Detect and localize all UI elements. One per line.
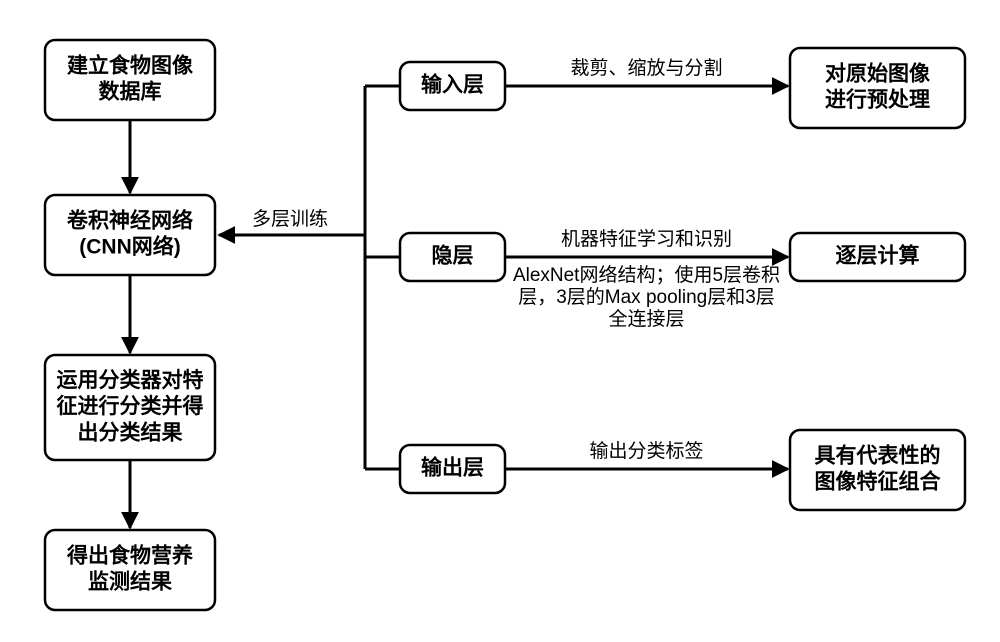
arrow-sublabel-hidden-1: 层，3层的Max pooling层和3层 bbox=[518, 286, 775, 308]
arrow-label-input: 裁剪、缩放与分割 bbox=[570, 57, 722, 79]
node-features-label: 具有代表性的 bbox=[815, 443, 941, 467]
arrow-sublabel-hidden-0: AlexNet网络结构；使用5层卷积 bbox=[513, 264, 780, 286]
node-result-label: 监测结果 bbox=[88, 570, 172, 594]
node-output-label: 输出层 bbox=[421, 456, 484, 480]
arrow-label-output: 输出分类标签 bbox=[589, 440, 703, 462]
node-classify-label: 征进行分类并得 bbox=[57, 394, 204, 418]
node-db-label: 数据库 bbox=[99, 80, 162, 104]
node-input-label: 输入层 bbox=[421, 73, 484, 97]
arrow-label-hidden: 机器特征学习和识别 bbox=[561, 228, 732, 250]
node-cnn-label: (CNN网络) bbox=[79, 235, 180, 259]
node-layercalc-label: 逐层计算 bbox=[836, 244, 920, 268]
tree-label: 多层训练 bbox=[252, 208, 328, 230]
arrow-sublabel-hidden-2: 全连接层 bbox=[608, 308, 684, 330]
node-preproc-label: 进行预处理 bbox=[825, 88, 930, 112]
node-hidden-label: 隐层 bbox=[432, 245, 474, 268]
node-db-label: 建立食物图像 bbox=[67, 53, 194, 77]
node-preproc-label: 对原始图像 bbox=[825, 61, 931, 85]
node-features-label: 图像特征组合 bbox=[815, 470, 942, 494]
flowchart-diagram: 建立食物图像数据库卷积神经网络 (CNN网络) 运用分类器对特征进行分类并得出分类结… bbox=[0, 0, 1000, 642]
node-classify-label: 出分类结果 bbox=[78, 421, 183, 444]
node-classify-label: 运用分类器对特 bbox=[57, 368, 204, 392]
node-result-label: 得出食物营养 bbox=[66, 543, 193, 567]
node-cnn-label: 卷积神经网络 bbox=[67, 208, 193, 232]
